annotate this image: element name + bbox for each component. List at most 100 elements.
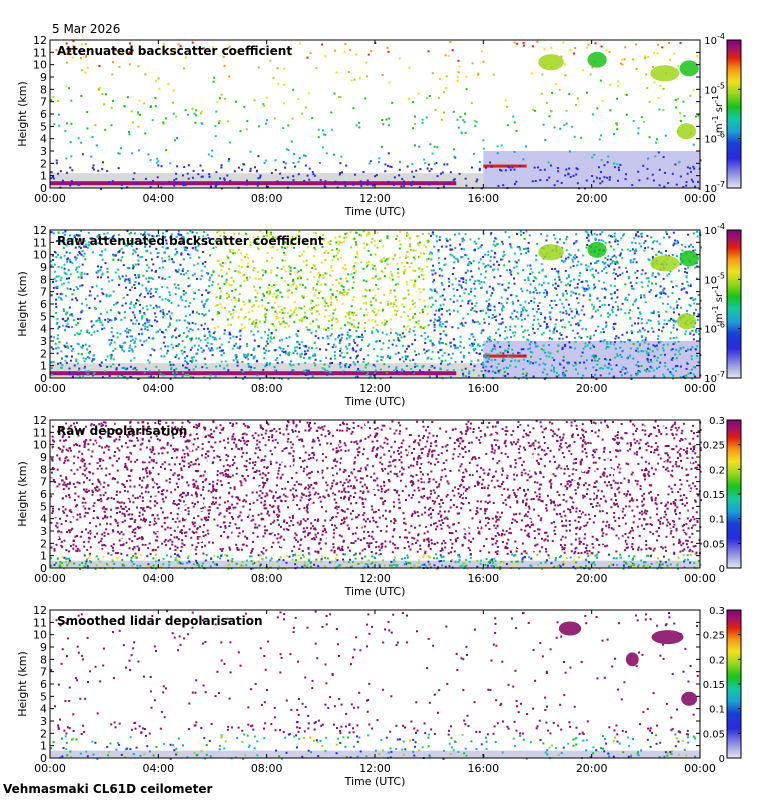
heatmap-cell (227, 369, 230, 372)
heatmap-cell (580, 263, 583, 266)
heatmap-cell (140, 292, 142, 295)
heatmap-cell (647, 347, 650, 350)
heatmap-cell (487, 308, 490, 311)
heatmap-cell (402, 297, 405, 300)
heatmap-cell (358, 121, 361, 124)
heatmap-cell (283, 307, 286, 310)
heatmap-cell (694, 185, 697, 188)
heatmap-cell (355, 231, 358, 234)
heatmap-cell (182, 258, 185, 261)
heatmap-cell (619, 163, 622, 166)
heatmap-cell (558, 362, 561, 365)
heatmap-cell (578, 274, 581, 277)
heatmap-cell (333, 532, 336, 535)
heatmap-cell (498, 283, 501, 286)
heatmap-cell (137, 113, 140, 116)
heatmap-cell (510, 360, 513, 363)
heatmap-cell (694, 115, 697, 118)
heatmap-cell (433, 279, 436, 282)
heatmap-cell (169, 236, 172, 239)
heatmap-cell (692, 88, 695, 91)
heatmap-cell (181, 270, 184, 273)
heatmap-cell (640, 322, 643, 325)
heatmap-cell (651, 274, 654, 277)
heatmap-cell (80, 238, 83, 241)
heatmap-cell (123, 280, 126, 283)
heatmap-cell (502, 357, 505, 360)
heatmap-cell (565, 370, 568, 372)
heatmap-cell (108, 375, 111, 377)
heatmap-cell (106, 365, 109, 368)
heatmap-cell (444, 320, 447, 323)
heatmap-cell (346, 333, 349, 336)
heatmap-cell (265, 556, 268, 559)
heatmap-cell (162, 311, 165, 314)
heatmap-cell (613, 431, 616, 434)
heatmap-cell (322, 133, 325, 136)
heatmap-cell (74, 239, 77, 242)
heatmap-cell (499, 351, 502, 354)
heatmap-cell (584, 280, 587, 282)
heatmap-cell (273, 284, 276, 286)
heatmap-cell (451, 49, 454, 52)
heatmap-cell (602, 340, 605, 343)
heatmap-cell (62, 239, 65, 242)
heatmap-cell (661, 330, 663, 333)
heatmap-cell (120, 183, 123, 186)
heatmap-cell (78, 251, 81, 253)
heatmap-cell (657, 328, 660, 331)
heatmap-cell (646, 357, 649, 360)
heatmap-cell (677, 65, 680, 68)
heatmap-cell (214, 375, 217, 378)
heatmap-cell (77, 137, 80, 140)
heatmap-cell (286, 176, 289, 179)
heatmap-cell (148, 276, 151, 279)
heatmap-cell (498, 302, 501, 304)
heatmap-cell (470, 309, 473, 311)
heatmap-cell (465, 279, 468, 282)
heatmap-cell (111, 73, 114, 76)
heatmap-cell (313, 276, 316, 278)
heatmap-cell (512, 302, 515, 305)
heatmap-cell (390, 165, 393, 168)
heatmap-cell (149, 304, 152, 307)
heatmap-cell (240, 252, 243, 255)
heatmap-cell (611, 308, 614, 311)
heatmap-cell (292, 162, 295, 164)
heatmap-cell (98, 317, 101, 320)
heatmap-cell (92, 168, 95, 171)
heatmap-cell (330, 327, 333, 330)
heatmap-cell (177, 357, 180, 360)
heatmap-cell (616, 163, 619, 166)
heatmap-cell (666, 274, 669, 277)
heatmap-cell (433, 329, 436, 332)
heatmap-cell (439, 486, 442, 489)
heatmap-cell (584, 482, 587, 485)
heatmap-cell (437, 250, 440, 253)
heatmap-cell (352, 313, 355, 316)
heatmap-cell (537, 528, 539, 531)
heatmap-cell (692, 180, 694, 183)
heatmap-cell (192, 310, 194, 313)
heatmap-cell (387, 354, 389, 357)
heatmap-cell (627, 293, 630, 296)
heatmap-cell (669, 319, 671, 322)
heatmap-cell (131, 335, 133, 338)
heatmap-cell (356, 375, 359, 378)
heatmap-cell (304, 344, 307, 347)
x-tick-label: 00:00 (34, 192, 66, 205)
heatmap-cell (494, 244, 497, 247)
heatmap-cell (75, 268, 77, 271)
heatmap-cell (298, 306, 301, 309)
heatmap-cell (396, 262, 399, 265)
heatmap-cell (559, 298, 562, 301)
heatmap-cell (688, 303, 691, 306)
heatmap-cell (578, 361, 581, 364)
heatmap-cell (295, 241, 298, 244)
heatmap-cell (657, 250, 660, 253)
heatmap-cell (63, 344, 66, 347)
heatmap-cell (240, 168, 243, 171)
heatmap-cell (689, 348, 692, 351)
heatmap-cell (345, 363, 348, 365)
heatmap-cell (137, 377, 140, 380)
